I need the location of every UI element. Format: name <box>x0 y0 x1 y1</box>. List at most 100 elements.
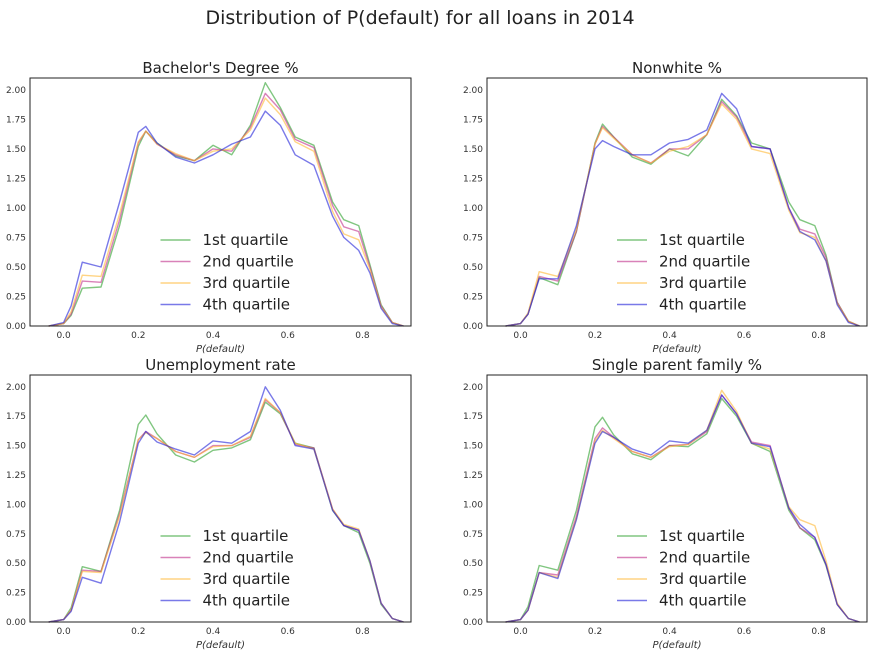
x-tick-label: 0.2 <box>588 331 602 341</box>
axes-frame <box>486 77 868 327</box>
x-tick-label: 0.0 <box>56 331 71 341</box>
y-tick-label: 0.50 <box>6 263 26 273</box>
legend-label: 2nd quartile <box>659 549 750 567</box>
panel-title: Unemployment rate <box>145 356 296 374</box>
y-tick-label: 1.75 <box>6 115 26 125</box>
axes-frame <box>29 374 412 623</box>
y-tick-label: 0.25 <box>6 589 26 599</box>
x-tick-label: 0.6 <box>737 331 752 341</box>
x-tick-label: 0.6 <box>281 331 296 341</box>
y-tick-label: 0.25 <box>463 292 483 302</box>
y-tick-label: 0.00 <box>6 618 26 628</box>
series-line-4 <box>48 386 404 623</box>
x-tick-label: 0.4 <box>206 627 221 637</box>
x-tick-label: 0.2 <box>131 627 145 637</box>
x-axis-label: P(default) <box>196 640 245 651</box>
x-tick-label: 0.0 <box>513 331 528 341</box>
x-axis-label: P(default) <box>196 344 245 355</box>
y-tick-label: 1.25 <box>463 174 483 184</box>
x-tick-label: 0.8 <box>811 331 826 341</box>
y-tick-label: 1.00 <box>6 204 26 214</box>
x-tick-label: 0.8 <box>355 331 370 341</box>
y-tick-label: 2.00 <box>463 86 483 96</box>
y-tick-label: 0.00 <box>463 322 483 332</box>
series-line-3 <box>48 97 404 327</box>
legend-label: 2nd quartile <box>659 253 750 271</box>
panel-2: Unemployment rate 0.0 0.2 0.4 0.6 0.8 0.00 0.25… <box>6 356 412 651</box>
series-line-4 <box>505 394 860 623</box>
x-tick-label: 0.2 <box>588 627 602 637</box>
series-line-1 <box>505 397 860 623</box>
x-tick-label: 0.8 <box>811 627 826 637</box>
legend-label: 1st quartile <box>203 527 289 545</box>
y-tick-label: 1.25 <box>6 174 26 184</box>
y-tick-label: 0.50 <box>463 559 483 569</box>
y-tick-label: 0.25 <box>6 292 26 302</box>
panel-3: Single parent family % 0.0 0.2 0.4 0.6 0.8 0.0… <box>463 356 868 651</box>
series-line-2 <box>48 399 404 623</box>
y-tick-label: 0.75 <box>463 233 483 243</box>
y-tick-label: 1.50 <box>463 442 483 452</box>
x-tick-label: 0.4 <box>662 331 677 341</box>
x-tick-label: 0.6 <box>737 627 752 637</box>
x-tick-label: 0.0 <box>513 627 528 637</box>
legend-label: 1st quartile <box>659 231 745 249</box>
series-line-2 <box>505 100 860 327</box>
x-tick-label: 0.4 <box>206 331 221 341</box>
panel-title: Bachelor's Degree % <box>142 59 298 77</box>
y-tick-label: 0.75 <box>6 530 26 540</box>
x-tick-label: 0.2 <box>131 331 145 341</box>
y-tick-label: 1.75 <box>6 412 26 422</box>
series-line-3 <box>505 103 860 327</box>
y-tick-label: 0.75 <box>6 233 26 243</box>
y-tick-label: 1.00 <box>6 500 26 510</box>
legend-label: 3rd quartile <box>659 570 747 588</box>
series-line-1 <box>505 98 860 327</box>
legend-label: 1st quartile <box>203 231 289 249</box>
series-line-3 <box>48 397 404 623</box>
y-tick-label: 0.00 <box>463 618 483 628</box>
y-tick-label: 2.00 <box>6 86 26 96</box>
y-tick-label: 0.00 <box>6 322 26 332</box>
y-tick-label: 1.25 <box>463 471 483 481</box>
y-tick-label: 1.75 <box>463 412 483 422</box>
y-tick-label: 0.25 <box>463 589 483 599</box>
y-tick-label: 1.00 <box>463 500 483 510</box>
y-tick-label: 2.00 <box>6 383 26 393</box>
x-tick-label: 0.8 <box>355 627 370 637</box>
series-line-4 <box>48 110 404 327</box>
panel-1: Nonwhite % 0.0 0.2 0.4 0.6 0.8 0.00 0.25 0.50 0.7… <box>463 59 868 355</box>
legend-label: 4th quartile <box>203 296 291 314</box>
legend-label: 3rd quartile <box>659 274 747 292</box>
panel-title: Single parent family % <box>592 356 762 374</box>
y-tick-label: 1.50 <box>6 145 26 155</box>
panel-0: Bachelor's Degree % 0.0 0.2 0.4 0.6 0.8 0.00 0.… <box>6 59 412 355</box>
legend-label: 2nd quartile <box>203 549 294 567</box>
axes-frame <box>486 374 868 623</box>
legend-label: 4th quartile <box>203 592 291 610</box>
legend-label: 4th quartile <box>659 592 747 610</box>
x-tick-label: 0.6 <box>281 627 296 637</box>
y-tick-label: 0.50 <box>463 263 483 273</box>
axes-frame <box>29 77 412 327</box>
legend-label: 3rd quartile <box>203 274 291 292</box>
x-tick-label: 0.4 <box>662 627 677 637</box>
y-tick-label: 0.75 <box>463 530 483 540</box>
legend-label: 4th quartile <box>659 296 747 314</box>
series-line-2 <box>48 92 404 327</box>
legend-label: 1st quartile <box>659 527 745 545</box>
legend-label: 3rd quartile <box>203 570 291 588</box>
y-tick-label: 1.25 <box>6 471 26 481</box>
series-line-1 <box>48 401 404 623</box>
y-tick-label: 0.50 <box>6 559 26 569</box>
x-tick-label: 0.0 <box>56 627 71 637</box>
figure-title: Distribution of P(default) for all loans… <box>205 7 634 29</box>
y-tick-label: 1.50 <box>463 145 483 155</box>
y-tick-label: 1.00 <box>463 204 483 214</box>
series-line-4 <box>505 92 860 327</box>
x-axis-label: P(default) <box>652 640 701 651</box>
panel-title: Nonwhite % <box>632 59 722 77</box>
x-axis-label: P(default) <box>652 344 701 355</box>
y-tick-label: 1.75 <box>463 115 483 125</box>
